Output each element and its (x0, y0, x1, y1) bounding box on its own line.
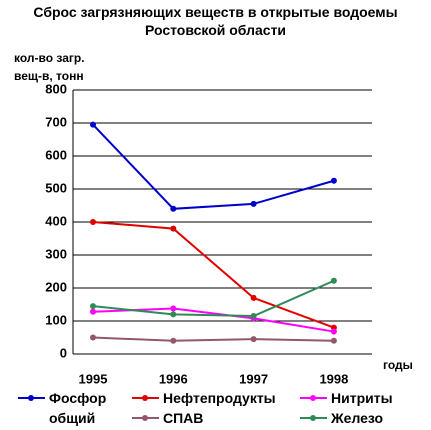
series-line (92, 221, 335, 329)
point (90, 308, 96, 315)
point (90, 121, 96, 128)
y-tick-label: 700 (45, 114, 67, 129)
x-tick-label: 1998 (319, 371, 348, 386)
legend-marker (310, 415, 316, 421)
x-axis-label: годы (383, 358, 413, 372)
point (330, 328, 337, 335)
y-tick-label: 500 (45, 180, 67, 195)
legend-marker (28, 395, 34, 401)
legend-marker (142, 415, 148, 421)
y-tick-label: 400 (45, 213, 67, 228)
series-line (92, 336, 334, 342)
y-tick-label: 800 (45, 81, 67, 96)
point (90, 334, 96, 341)
point (330, 337, 337, 344)
point (90, 219, 96, 225)
legend-marker (310, 395, 316, 401)
point (170, 337, 177, 344)
x-tick-label: 1997 (239, 371, 268, 386)
point (90, 303, 96, 310)
point (170, 205, 177, 212)
y-tick-label: 0 (60, 345, 67, 360)
legend-label: Железо (331, 410, 384, 426)
point (170, 225, 177, 232)
point (250, 336, 257, 343)
legend-label: Фосфор общий (49, 390, 107, 426)
point (330, 177, 337, 184)
legend-marker (142, 395, 148, 401)
legend-label: Нефтепродукты (163, 390, 276, 406)
point (330, 277, 337, 284)
y-axis-label: кол-во загр. вещ-в, тонн (14, 51, 85, 83)
y-tick-label: 200 (45, 279, 67, 294)
point (250, 200, 257, 207)
x-tick-label: 1995 (79, 371, 108, 386)
point (250, 313, 257, 320)
series-line (92, 123, 335, 210)
point (250, 294, 257, 301)
point (170, 305, 177, 312)
legend-label: Нитриты (331, 390, 393, 406)
y-tick-label: 600 (45, 147, 67, 162)
series-line (92, 279, 335, 318)
series-line (92, 307, 335, 333)
legend-label: СПАВ (163, 410, 204, 426)
x-tick-label: 1996 (159, 371, 188, 386)
y-tick-label: 100 (45, 312, 67, 327)
y-tick-label: 300 (45, 246, 67, 261)
chart-title: Сброс загрязняющих веществ в открытые во… (33, 4, 398, 38)
point (170, 311, 177, 318)
